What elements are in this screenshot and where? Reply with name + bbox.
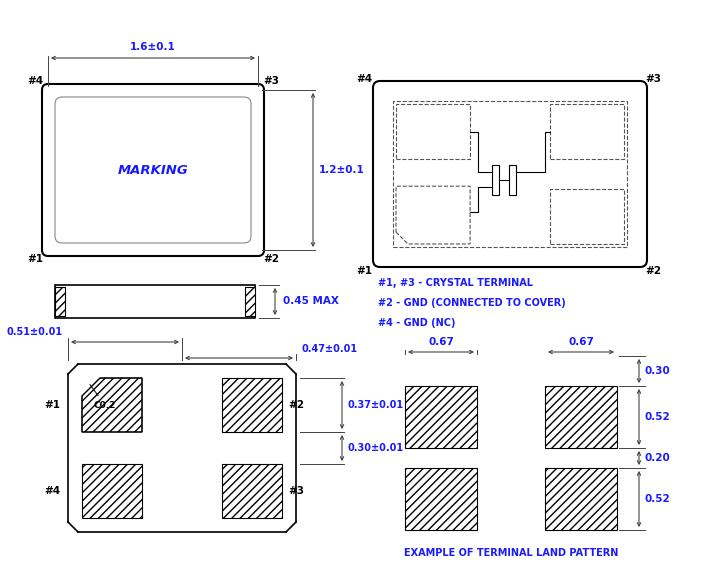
Polygon shape xyxy=(82,378,142,432)
Text: C0.2: C0.2 xyxy=(90,385,117,410)
Text: #1: #1 xyxy=(356,266,372,276)
Bar xyxy=(55,285,255,318)
Text: 0.52: 0.52 xyxy=(645,494,670,504)
Text: #4: #4 xyxy=(27,76,43,86)
Text: #2: #2 xyxy=(288,400,304,410)
Bar xyxy=(405,468,477,530)
Text: #4: #4 xyxy=(356,74,372,84)
FancyBboxPatch shape xyxy=(42,84,264,256)
Text: MARKING: MARKING xyxy=(117,164,188,177)
Bar xyxy=(550,189,624,244)
Text: #3: #3 xyxy=(263,76,279,86)
Text: 1.6±0.1: 1.6±0.1 xyxy=(130,42,176,52)
Bar xyxy=(396,104,470,159)
Bar xyxy=(82,464,142,518)
Text: 0.67: 0.67 xyxy=(568,337,594,347)
Bar xyxy=(222,464,282,518)
Text: 0.37±0.01: 0.37±0.01 xyxy=(348,400,404,410)
FancyBboxPatch shape xyxy=(373,81,647,267)
Text: #3: #3 xyxy=(645,74,661,84)
Text: 0.51±0.01: 0.51±0.01 xyxy=(7,327,63,337)
Text: #4 - GND (NC): #4 - GND (NC) xyxy=(378,318,455,328)
Text: EXAMPLE OF TERMINAL LAND PATTERN: EXAMPLE OF TERMINAL LAND PATTERN xyxy=(404,548,618,558)
Text: 0.47±0.01: 0.47±0.01 xyxy=(301,344,357,354)
Text: #4: #4 xyxy=(44,486,60,496)
Bar xyxy=(405,386,477,448)
Bar xyxy=(222,378,282,432)
Text: 0.67: 0.67 xyxy=(428,337,454,347)
FancyBboxPatch shape xyxy=(55,97,251,243)
Bar xyxy=(508,165,515,194)
Bar xyxy=(550,104,624,159)
Text: 0.45 MAX: 0.45 MAX xyxy=(283,296,339,307)
Bar xyxy=(393,101,627,247)
Bar xyxy=(545,468,617,530)
Text: #2 - GND (CONNECTED TO COVER): #2 - GND (CONNECTED TO COVER) xyxy=(378,298,565,308)
Text: #2: #2 xyxy=(263,254,279,264)
Text: 0.52: 0.52 xyxy=(645,412,670,422)
Text: 0.30±0.01: 0.30±0.01 xyxy=(348,443,404,453)
Bar xyxy=(55,287,65,316)
Text: #3: #3 xyxy=(288,486,304,496)
Text: 1.2±0.1: 1.2±0.1 xyxy=(319,165,365,175)
Text: #1: #1 xyxy=(44,400,60,410)
Bar xyxy=(492,165,499,194)
Text: #1, #3 - CRYSTAL TERMINAL: #1, #3 - CRYSTAL TERMINAL xyxy=(378,278,533,288)
Bar xyxy=(545,386,617,448)
Bar xyxy=(245,287,255,316)
Text: #1: #1 xyxy=(27,254,43,264)
Text: 0.30: 0.30 xyxy=(645,366,670,376)
Text: 0.20: 0.20 xyxy=(645,453,670,463)
Text: #2: #2 xyxy=(645,266,661,276)
